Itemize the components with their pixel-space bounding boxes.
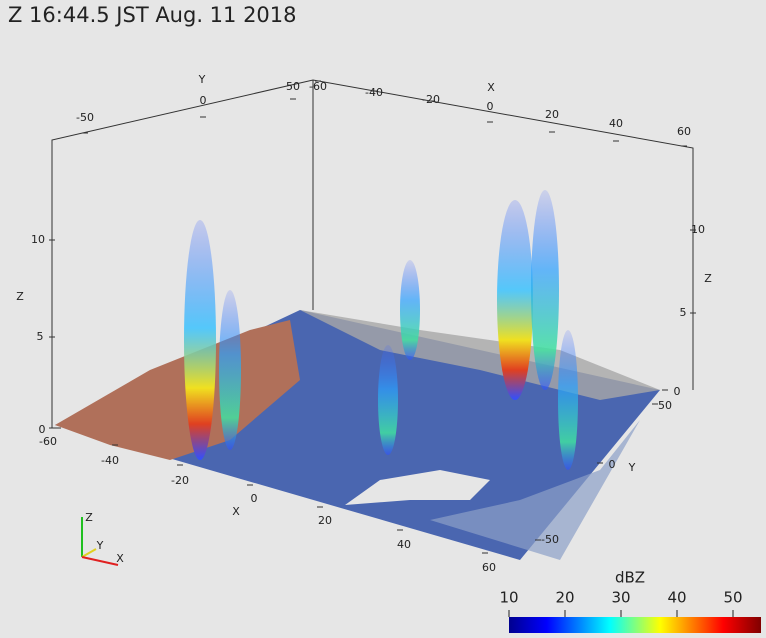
axis-label: X — [232, 505, 240, 518]
colorbar — [509, 617, 761, 633]
tick-label: 0 — [200, 94, 207, 107]
radar-echo — [184, 190, 578, 470]
tick-label: 0 — [39, 423, 46, 436]
colorbar-tick-label: 40 — [667, 589, 686, 607]
tick-label: 5 — [680, 306, 687, 319]
tick-label: 50 — [658, 399, 672, 412]
tick-label: -60 — [309, 80, 327, 93]
orientation-z: Z — [85, 511, 93, 524]
tick-label: 20 — [318, 514, 332, 527]
tick-label: -20 — [171, 474, 189, 487]
axis-label: Z — [16, 290, 24, 303]
tick-label: 0 — [674, 385, 681, 398]
tick-label: -40 — [101, 454, 119, 467]
colorbar-tick-label: 20 — [555, 589, 574, 607]
colorbar-title: dBZ — [615, 569, 645, 587]
tick-label: 10 — [691, 223, 705, 236]
colorbar-tick-label: 10 — [499, 589, 518, 607]
tick-label: 0 — [487, 100, 494, 113]
tick-label: 40 — [609, 117, 623, 130]
colorbar-tick-label: 30 — [611, 589, 630, 607]
tick-label: -50 — [541, 533, 559, 546]
tick-label: -20 — [422, 93, 440, 106]
tick-label: 20 — [545, 108, 559, 121]
bounding-box — [51, 79, 694, 428]
tick-label: 40 — [397, 538, 411, 551]
tick-label: -50 — [76, 111, 94, 124]
colorbar-tick-label: 50 — [723, 589, 742, 607]
tick-label: 5 — [37, 330, 44, 343]
axis-label: X — [487, 81, 495, 94]
tick-label: -40 — [365, 86, 383, 99]
orientation-y: Y — [96, 539, 104, 552]
tick-label: 10 — [31, 233, 45, 246]
tick-label: 0 — [609, 458, 616, 471]
orientation-widget: Z Y X — [81, 511, 124, 566]
axis-label: Y — [628, 461, 636, 474]
tick-label: 50 — [286, 80, 300, 93]
title: Z 16:44.5 JST Aug. 11 2018 — [8, 3, 297, 27]
axis-label: Z — [704, 272, 712, 285]
orientation-x: X — [116, 552, 124, 565]
tick-label: -60 — [39, 435, 57, 448]
axis-label: Y — [198, 73, 206, 86]
tick-label: 60 — [677, 125, 691, 138]
tick-label: 60 — [482, 561, 496, 574]
tick-label: 0 — [251, 492, 258, 505]
